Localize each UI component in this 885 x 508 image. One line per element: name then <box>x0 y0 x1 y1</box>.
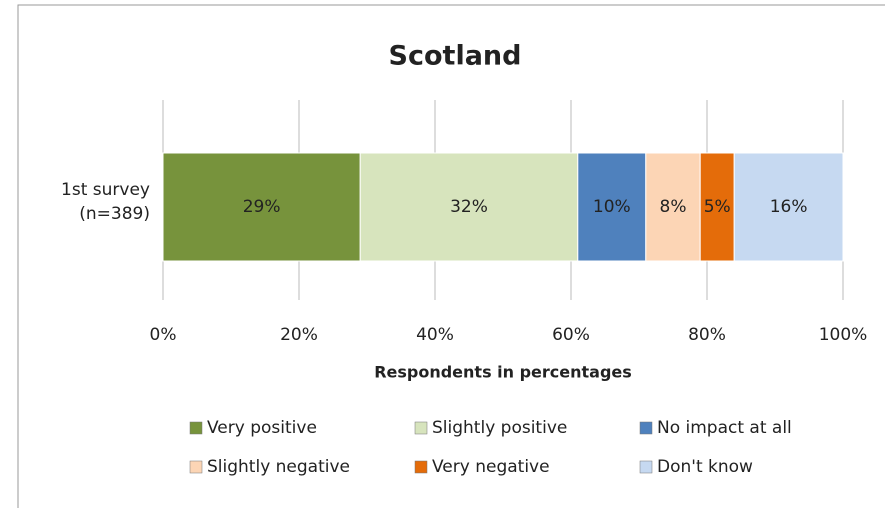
legend-swatch <box>414 421 428 435</box>
chart-title: Scotland <box>389 41 522 72</box>
category-label: 1st survey (n=389) <box>61 180 150 224</box>
data-label: 16% <box>770 197 808 217</box>
data-label: 29% <box>243 197 281 217</box>
x-tick-label: 60% <box>552 325 590 345</box>
legend-swatch <box>414 460 428 474</box>
legend-label: Very negative <box>432 457 550 477</box>
bar-segment <box>162 152 361 262</box>
data-label: 8% <box>660 197 687 217</box>
legend-swatch <box>639 460 653 474</box>
legend-label: Slightly positive <box>432 418 567 438</box>
legend-swatch <box>639 421 653 435</box>
bar-segment <box>645 152 701 262</box>
data-label: 10% <box>593 197 631 217</box>
legend-label: Very positive <box>207 418 317 438</box>
data-label: 32% <box>450 197 488 217</box>
legend-label: Slightly negative <box>207 457 350 477</box>
bar-segment <box>733 152 844 262</box>
x-tick-label: 0% <box>150 325 177 345</box>
x-tick-label: 100% <box>819 325 868 345</box>
x-axis-title: Respondents in percentages <box>374 363 632 382</box>
x-tick-label: 20% <box>280 325 318 345</box>
data-label: 5% <box>704 197 731 217</box>
legend-swatch <box>189 421 203 435</box>
legend-label: Don't know <box>657 457 753 477</box>
x-tick-label: 80% <box>688 325 726 345</box>
legend-label: No impact at all <box>657 418 792 438</box>
legend-swatch <box>189 460 203 474</box>
x-tick-label: 40% <box>416 325 454 345</box>
